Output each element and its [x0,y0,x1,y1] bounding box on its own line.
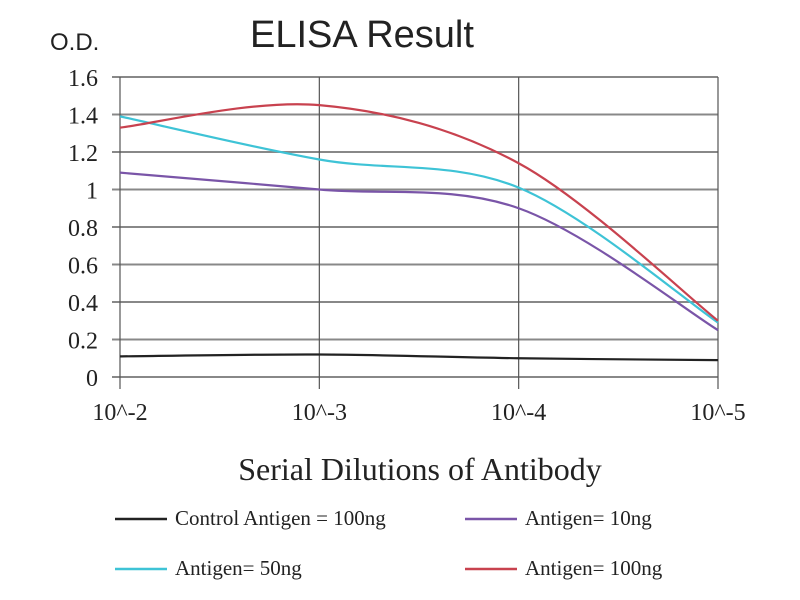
x-tick-label: 10^-3 [292,400,347,426]
y-tick-label: 0.8 [68,216,98,242]
x-axis-label: Serial Dilutions of Antibody [238,451,602,487]
y-tick-label: 1.6 [68,66,98,92]
chart-title: ELISA Result [250,14,474,56]
y-tick-label: 0.4 [68,291,98,317]
legend-label: Antigen= 100ng [525,556,663,580]
x-tick-label: 10^-2 [92,400,147,426]
y-tick-label: 1.4 [68,104,98,130]
x-ticks: 10^-2 10^-3 10^-4 10^-5 [92,400,745,426]
y-tick-label: 1.2 [68,141,98,167]
series-line [119,115,719,324]
y-tick-label: 0.2 [68,329,98,355]
series-line [119,353,719,362]
y-tick-label: 1 [86,179,98,205]
legend: Control Antigen = 100ng Antigen= 10ng Anti… [115,506,663,580]
series-line [119,171,719,332]
y-ticks: 0 0.2 0.4 0.6 0.8 1 1.2 1.4 1.6 [68,66,98,392]
x-tick-label: 10^-4 [491,400,546,426]
y-axis-label: O.D. [50,29,99,56]
y-tick-label: 0.6 [68,254,98,280]
series-lines [119,103,719,362]
grid [112,76,719,389]
x-tick-label: 10^-5 [690,400,745,426]
series-line [119,103,719,322]
legend-label: Antigen= 10ng [525,506,652,530]
legend-label: Control Antigen = 100ng [175,506,386,530]
y-tick-label: 0 [86,366,98,392]
legend-label: Antigen= 50ng [175,556,302,580]
